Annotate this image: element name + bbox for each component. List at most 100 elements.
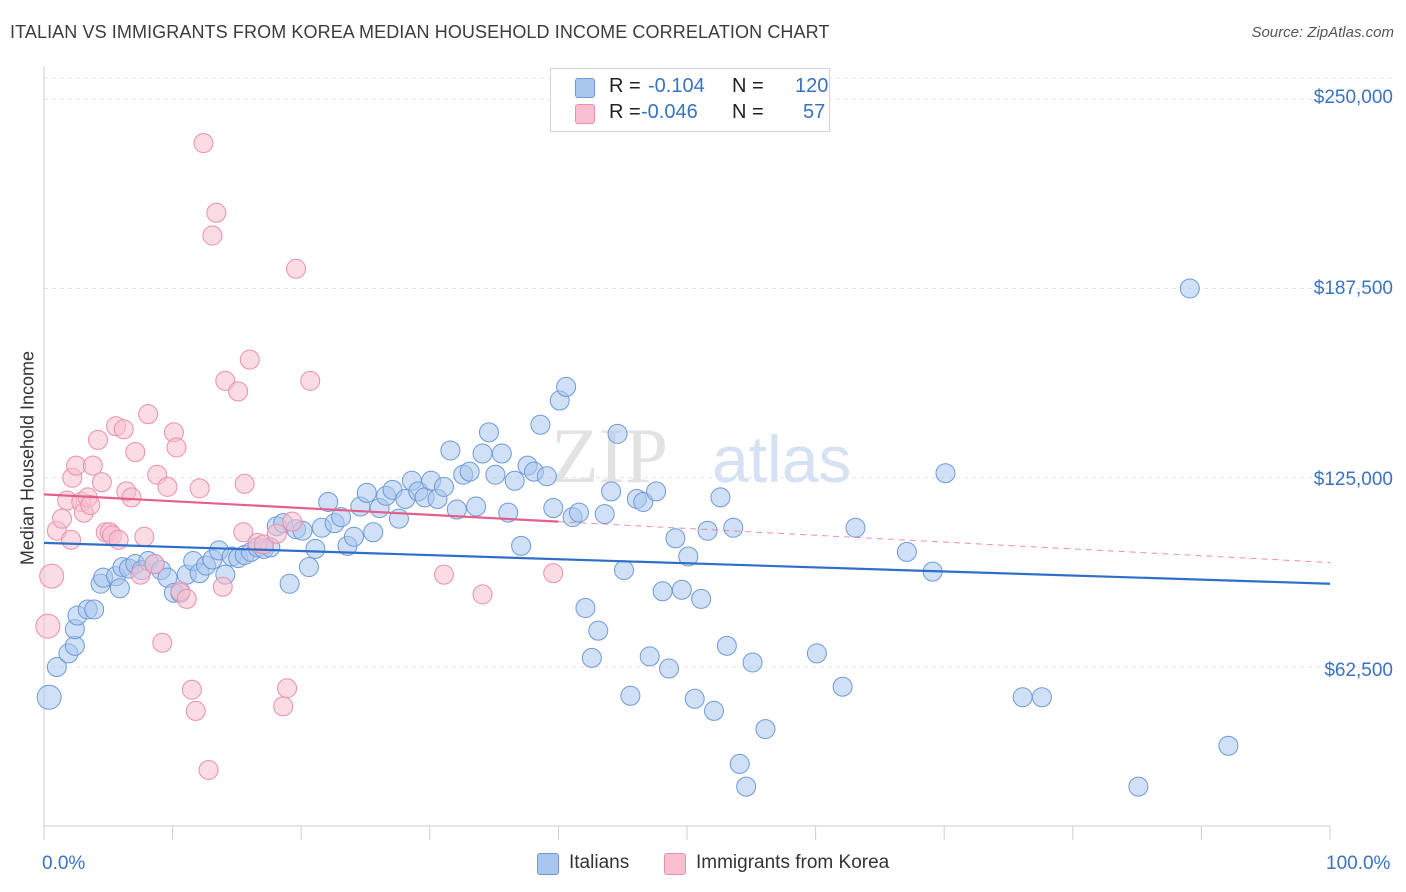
korea-point bbox=[181, 679, 202, 700]
italians-point bbox=[433, 476, 454, 497]
legend-r-value: -0.046 bbox=[641, 101, 698, 123]
italians-point bbox=[1128, 776, 1149, 797]
italians-point bbox=[607, 423, 628, 444]
italians-point bbox=[575, 597, 596, 618]
italians-point bbox=[716, 635, 737, 656]
italians-point bbox=[556, 376, 577, 397]
italians-point bbox=[613, 560, 634, 581]
korea-point bbox=[144, 554, 165, 575]
trend-lines bbox=[43, 493, 1331, 585]
italians-point bbox=[588, 620, 609, 641]
italians-point bbox=[691, 588, 712, 609]
italians-point bbox=[1031, 687, 1052, 708]
italians-point bbox=[678, 546, 699, 567]
axes bbox=[43, 66, 1331, 840]
italians-point bbox=[485, 464, 506, 485]
italians-point bbox=[729, 753, 750, 774]
bottom-legend-swatch-pink bbox=[664, 853, 686, 875]
italians-point bbox=[832, 676, 853, 697]
italians-point bbox=[343, 526, 364, 547]
italians-point bbox=[109, 578, 130, 599]
korea-point bbox=[61, 529, 82, 550]
korea-point bbox=[91, 472, 112, 493]
italians-point bbox=[356, 482, 377, 503]
italians-point bbox=[568, 502, 589, 523]
legend-n-value: 120 bbox=[795, 75, 829, 97]
korea-point bbox=[202, 225, 223, 246]
korea-point bbox=[185, 700, 206, 721]
italians-point bbox=[1179, 278, 1200, 299]
italians-point bbox=[736, 776, 757, 797]
korea-point bbox=[212, 576, 233, 597]
legend-n-value: 57 bbox=[803, 101, 826, 123]
italians-point bbox=[723, 517, 744, 538]
korea-trend-line-solid bbox=[43, 493, 559, 523]
y-tick-label: $125,000 bbox=[1313, 469, 1393, 490]
y-tick-label: $187,500 bbox=[1313, 278, 1393, 299]
korea-point bbox=[121, 487, 142, 508]
korea-point bbox=[35, 613, 61, 639]
italians-point bbox=[710, 487, 731, 508]
korea-point bbox=[134, 526, 155, 547]
korea-point bbox=[543, 563, 564, 584]
korea-point bbox=[234, 473, 255, 494]
italians-point bbox=[36, 684, 62, 710]
italians-point bbox=[459, 461, 480, 482]
italians-point bbox=[646, 481, 667, 502]
series-italians-points bbox=[36, 278, 1239, 797]
legend-swatch-blue bbox=[575, 78, 595, 98]
italians-point bbox=[806, 643, 827, 664]
x-tick-label-min: 0.0% bbox=[42, 853, 86, 874]
italians-point bbox=[742, 652, 763, 673]
italians-point bbox=[639, 646, 660, 667]
italians-point bbox=[446, 499, 467, 520]
korea-point bbox=[239, 349, 260, 370]
italians-point bbox=[331, 507, 352, 528]
italians-point bbox=[704, 700, 725, 721]
korea-point bbox=[472, 584, 493, 605]
korea-point bbox=[228, 381, 249, 402]
korea-point bbox=[300, 370, 321, 391]
italians-point bbox=[318, 491, 339, 512]
italians-point bbox=[305, 538, 326, 559]
korea-point bbox=[176, 588, 197, 609]
italians-point bbox=[491, 443, 512, 464]
y-tick-label: $250,000 bbox=[1313, 87, 1393, 108]
korea-point bbox=[198, 759, 219, 780]
italians-point bbox=[536, 466, 557, 487]
legend-r-label: R = bbox=[609, 75, 641, 97]
korea-point bbox=[39, 563, 65, 589]
korea-point bbox=[80, 494, 101, 515]
legend-n-label: N = bbox=[732, 101, 764, 123]
korea-point bbox=[433, 564, 454, 585]
italians-point bbox=[504, 470, 525, 491]
korea-point bbox=[193, 133, 214, 154]
italians-point bbox=[671, 579, 692, 600]
y-axis-label: Median Household Income bbox=[17, 350, 38, 566]
italians-point bbox=[511, 535, 532, 556]
italians-point bbox=[279, 573, 300, 594]
legend-r-label: R = bbox=[609, 101, 641, 123]
bottom-legend-swatch-blue bbox=[537, 853, 559, 875]
italians-point bbox=[543, 498, 564, 519]
italians-point bbox=[1218, 735, 1239, 756]
korea-point bbox=[52, 508, 73, 529]
italians-point bbox=[697, 520, 718, 541]
korea-point bbox=[130, 564, 151, 585]
source-note: Source: ZipAtlas.com bbox=[1251, 24, 1394, 41]
correlation-legend: R = -0.104 N = 120 R = -0.046 N = 57 bbox=[550, 68, 830, 132]
italians-point bbox=[530, 414, 551, 435]
italians-point bbox=[658, 658, 679, 679]
watermark-atlas: atlas bbox=[712, 422, 851, 496]
italians-point bbox=[478, 422, 499, 443]
korea-point bbox=[233, 522, 254, 543]
italians-point bbox=[440, 440, 461, 461]
korea-point bbox=[189, 478, 210, 499]
korea-point bbox=[273, 696, 294, 717]
korea-point bbox=[282, 511, 303, 532]
italians-trend-line bbox=[43, 541, 1331, 585]
y-tick-label: $62,500 bbox=[1324, 660, 1393, 681]
italians-point bbox=[581, 647, 602, 668]
italians-point bbox=[896, 541, 917, 562]
italians-point bbox=[620, 685, 641, 706]
